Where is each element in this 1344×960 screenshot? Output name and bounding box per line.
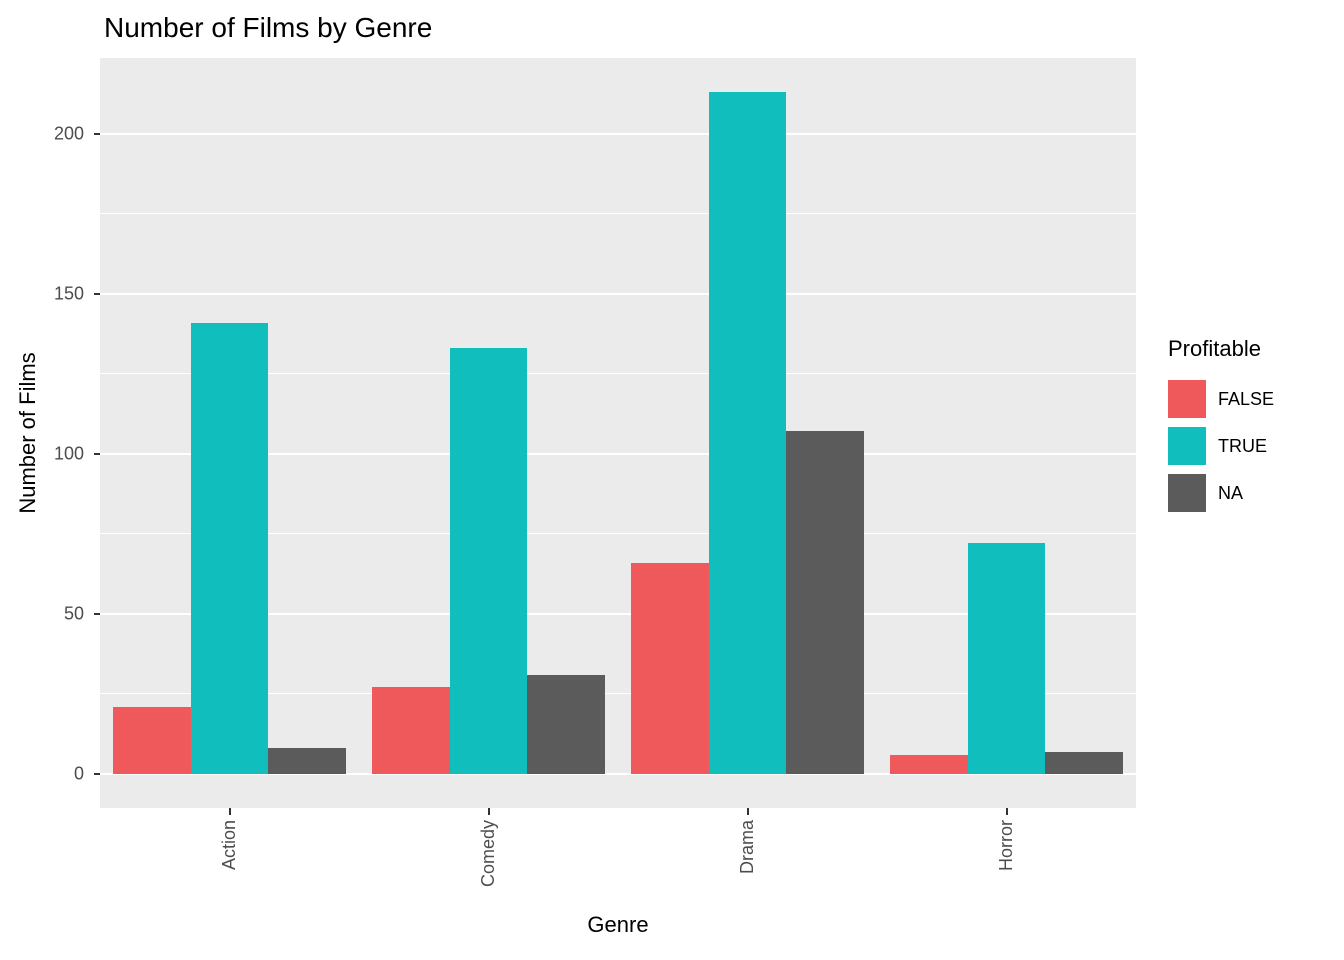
gridline-minor [100, 373, 1136, 375]
legend-key-swatch [1168, 474, 1206, 512]
chart-title: Number of Films by Genre [104, 12, 433, 43]
legend-label: TRUE [1218, 435, 1267, 456]
y-tick-mark [94, 292, 100, 295]
bar-drama-true [708, 92, 787, 774]
bar-comedy-true [449, 348, 528, 774]
x-tick-mark [1005, 808, 1008, 815]
gridline-major [100, 452, 1136, 455]
x-label-cell: Horror [877, 820, 1136, 920]
bar-horror-true [967, 543, 1046, 774]
x-axis-ticks [100, 808, 1136, 815]
legend-key-swatch [1168, 427, 1206, 465]
plot-panel [100, 58, 1136, 808]
x-tick-mark [487, 808, 490, 815]
y-tick-mark [94, 612, 100, 615]
x-tick-label: Horror [996, 820, 1016, 872]
bar-horror-false [889, 754, 968, 774]
y-tick-label: 50 [63, 603, 84, 624]
y-tick-mark [94, 132, 100, 135]
x-label-cell: Action [100, 820, 359, 920]
y-tick-label: 200 [53, 123, 84, 144]
legend-title: Profitable [1168, 336, 1261, 361]
x-label-cell: Comedy [359, 820, 618, 920]
x-tick-mark [228, 808, 231, 815]
legend: Profitable FALSE TRUE NA [1168, 336, 1274, 521]
bar-comedy-false [371, 687, 450, 774]
legend-item-na: NA [1168, 474, 1274, 512]
x-axis-title: Genre [587, 912, 649, 937]
gridline-major [100, 772, 1136, 775]
bar-horror-na [1045, 751, 1124, 774]
y-tick-mark [94, 452, 100, 455]
legend-label: FALSE [1218, 388, 1275, 409]
gridline-minor [100, 213, 1136, 215]
y-tick-label: 100 [53, 443, 84, 464]
gridline-major [100, 132, 1136, 135]
y-tick-mark [94, 772, 100, 775]
bar-drama-na [786, 431, 865, 774]
bar-drama-false [630, 562, 709, 774]
y-axis-title: Number of Films [15, 352, 40, 514]
legend-key-swatch [1168, 380, 1206, 418]
gridline-major [100, 292, 1136, 295]
gridline-minor [100, 533, 1136, 535]
legend-items: FALSE TRUE NA [1168, 380, 1274, 512]
x-tick-label: Drama [737, 820, 757, 875]
bar-action-na [268, 748, 347, 774]
bar-action-true [190, 322, 269, 774]
legend-label: NA [1218, 482, 1244, 503]
x-label-cell: Drama [618, 820, 877, 920]
gridline-major [100, 612, 1136, 615]
x-tick-label: Comedy [478, 820, 498, 888]
x-axis-labels: Action Comedy Drama Horror [100, 820, 1136, 920]
bar-action-false [112, 706, 191, 774]
y-tick-label: 150 [53, 283, 84, 304]
gridline-minor [100, 693, 1136, 695]
y-tick-label: 0 [73, 763, 84, 784]
y-axis: 0 50 100 150 200 [0, 58, 100, 808]
x-tick-mark [746, 808, 749, 815]
legend-item-false: FALSE [1168, 380, 1274, 418]
x-tick-label: Action [219, 820, 239, 871]
bar-comedy-na [527, 674, 606, 774]
legend-item-true: TRUE [1168, 427, 1274, 465]
